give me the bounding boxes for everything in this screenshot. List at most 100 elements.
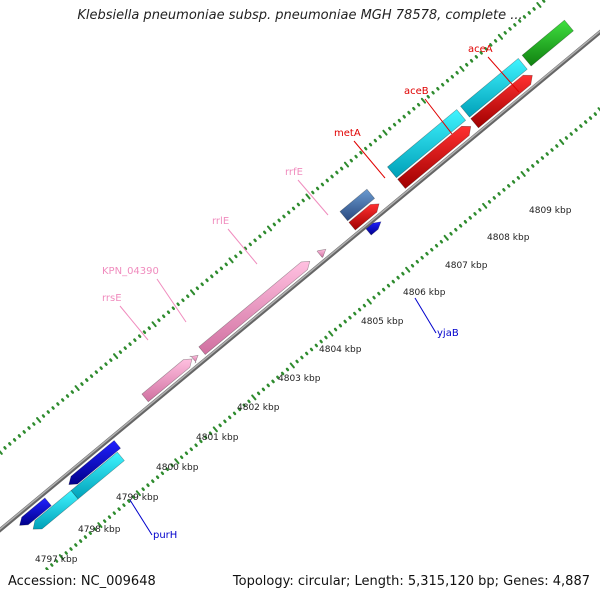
tick-mark <box>311 190 315 195</box>
tick-mark <box>372 295 376 300</box>
rna-KPN_04390[interactable] <box>189 354 199 364</box>
tick-mark <box>348 315 352 320</box>
chromosome-backbone <box>0 29 600 533</box>
tick-mark <box>359 150 363 155</box>
tick-mark <box>526 168 530 172</box>
tick-mark <box>65 394 70 398</box>
tick-mark <box>104 362 108 366</box>
tick-mark <box>415 259 420 264</box>
tick-mark <box>354 154 358 159</box>
tick-mark <box>343 319 347 324</box>
cds-purH-region[interactable] <box>32 490 79 530</box>
tick-mark <box>214 270 219 275</box>
tick-mark <box>439 239 444 244</box>
cds-metA[interactable] <box>348 203 380 231</box>
tick-mark <box>3 446 7 450</box>
tick-mark <box>141 487 145 491</box>
tick-dot-rows <box>0 0 600 570</box>
tick-mark <box>258 234 262 239</box>
tick-mark <box>74 543 78 547</box>
cds-cyan-aceA[interactable] <box>460 58 528 118</box>
cds-yjaB[interactable] <box>365 221 382 236</box>
tick-mark <box>199 439 203 444</box>
tick-mark <box>69 547 73 551</box>
tick-mark <box>493 39 498 43</box>
tick-mark <box>228 257 234 264</box>
tick-mark <box>531 164 535 168</box>
cds-aceA[interactable] <box>470 74 533 129</box>
tick-mark <box>0 450 3 455</box>
tick-mark <box>210 274 214 279</box>
tick-mark <box>64 551 68 555</box>
tick-mark <box>431 90 435 95</box>
tick-mark <box>212 426 218 433</box>
tick-mark <box>381 287 386 292</box>
tick-mark <box>203 435 208 440</box>
tick-mark <box>569 132 573 136</box>
tick-mark <box>396 275 400 280</box>
tick-mark <box>388 126 392 131</box>
tick-mark <box>94 370 99 374</box>
gene-features[interactable] <box>19 19 574 530</box>
rna-rrlE[interactable] <box>198 260 311 355</box>
tick-mark <box>282 214 286 219</box>
tick-mark <box>366 298 372 305</box>
tick-mark <box>330 174 334 179</box>
tick-mark <box>83 535 88 539</box>
tick-mark <box>272 222 277 227</box>
tick-mark <box>445 78 450 83</box>
tick-mark <box>276 375 280 380</box>
tick-mark <box>151 479 155 484</box>
tick-mark <box>219 266 224 271</box>
tick-mark <box>368 142 373 147</box>
cds-steel[interactable] <box>339 188 376 222</box>
tick-mark <box>516 176 521 180</box>
tick-mark <box>545 152 549 156</box>
genome-map[interactable]: 4797 kbp 4798 kbp 4799 kbp 4800 kbp 4801 kbp… <box>0 0 600 570</box>
tick-mark <box>579 124 583 128</box>
cds-aceB[interactable] <box>397 125 472 189</box>
tick-mark <box>295 359 299 364</box>
tick-mark <box>184 451 189 456</box>
tick-mark <box>46 410 50 414</box>
leader-line-rrfE <box>297 179 329 216</box>
map-title: Klebsiella pneumoniae subsp. pneumoniae … <box>77 8 523 23</box>
leader-line-aceA <box>487 56 520 93</box>
tick-mark <box>335 170 339 175</box>
tick-mark <box>338 323 343 328</box>
gene-label-rrlE: rrlE <box>212 216 229 227</box>
tick-label: 4799 kbp <box>116 493 159 503</box>
tick-mark <box>296 202 301 207</box>
tick-mark <box>420 97 427 104</box>
backbone-line <box>0 29 600 533</box>
tick-mark <box>85 378 89 382</box>
tick-mark <box>56 402 60 406</box>
tick-mark <box>402 114 406 119</box>
tick-mark <box>540 156 545 160</box>
tick-mark <box>208 431 213 436</box>
cds-cyan-2[interactable] <box>70 451 125 500</box>
tick-mark <box>478 208 482 212</box>
tick-mark <box>228 415 232 420</box>
tick-mark <box>362 303 367 308</box>
cds-purH[interactable] <box>19 497 52 526</box>
cds-green[interactable] <box>521 19 574 67</box>
tick-mark <box>165 467 169 472</box>
tick-mark <box>170 463 174 468</box>
tick-mark <box>473 212 477 216</box>
rna-rrfE[interactable] <box>316 248 327 258</box>
tick-mark <box>160 471 165 476</box>
tick-mark <box>176 302 180 307</box>
rna-rrsE[interactable] <box>141 358 193 403</box>
tick-label: 4797 kbp <box>35 555 78 565</box>
tick-mark <box>489 43 493 47</box>
tick-mark <box>304 351 309 356</box>
tick-mark <box>179 455 184 460</box>
tick-mark <box>559 139 565 145</box>
tick-mark <box>434 243 439 248</box>
tick-mark <box>420 255 424 260</box>
tick-mark <box>205 278 209 283</box>
tick-mark <box>378 134 382 139</box>
tick-label: 4808 kbp <box>487 233 530 243</box>
cds-blue-2[interactable] <box>68 440 121 485</box>
